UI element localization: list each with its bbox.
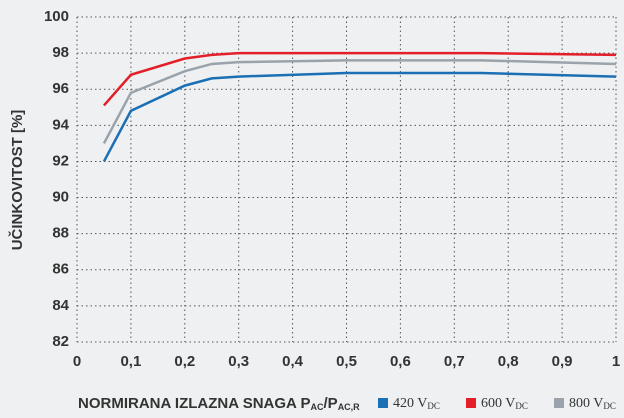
legend-name: 600 V — [481, 396, 515, 411]
y-tick-label: 86 — [52, 261, 69, 278]
x-label-sub: AC,R — [338, 402, 360, 412]
legend-sub: DC — [515, 401, 528, 411]
legend-swatch — [378, 398, 388, 408]
legend-entry: 800 VDC — [569, 396, 616, 411]
y-tick-label: 92 — [52, 152, 69, 169]
y-tick-label: 98 — [52, 44, 69, 61]
y-tick-label: 84 — [52, 297, 69, 314]
line — [102, 59, 617, 144]
legend-sub: DC — [427, 401, 440, 411]
x-label-text: NORMIRANA IZLAZNA SNAGA P — [78, 395, 311, 412]
y-axis-label: UČINKOVITOST [%] — [8, 110, 26, 251]
x-tick-label: 1 — [612, 353, 620, 370]
y-tick-label: 96 — [52, 80, 69, 97]
x-axis-label: NORMIRANA IZLAZNA SNAGA PAC/PAC,R — [78, 395, 360, 412]
legend-name: 800 V — [569, 396, 603, 411]
legend-sub: DC — [603, 401, 616, 411]
x-tick-label: 0,5 — [336, 353, 357, 370]
x-tick-label: 0 — [73, 353, 81, 370]
y-tick-label: 94 — [52, 116, 69, 133]
x-tick-label: 0,8 — [498, 353, 519, 370]
legend-entry: 600 VDC — [481, 396, 528, 411]
legend-name: 420 V — [393, 396, 427, 411]
x-label-text: /P — [324, 395, 338, 412]
x-label-sub: AC — [311, 402, 324, 412]
legend-swatch — [466, 398, 476, 408]
legend-swatch — [554, 398, 564, 408]
x-tick-label: 0,7 — [444, 353, 465, 370]
legend-entry: 420 VDC — [393, 396, 440, 411]
x-tick-label: 0,3 — [228, 353, 249, 370]
line — [102, 71, 617, 163]
y-tick-label: 90 — [52, 189, 69, 206]
line — [103, 51, 617, 107]
y-tick-label: 100 — [44, 8, 69, 25]
x-tick-label: 0,2 — [174, 353, 195, 370]
x-tick-label: 0,6 — [390, 353, 411, 370]
x-tick-label: 0,1 — [120, 353, 141, 370]
y-tick-label: 82 — [52, 333, 69, 350]
y-tick-label: 88 — [52, 225, 69, 242]
x-tick-label: 0,4 — [282, 353, 304, 370]
x-tick-label: 0,9 — [552, 353, 573, 370]
